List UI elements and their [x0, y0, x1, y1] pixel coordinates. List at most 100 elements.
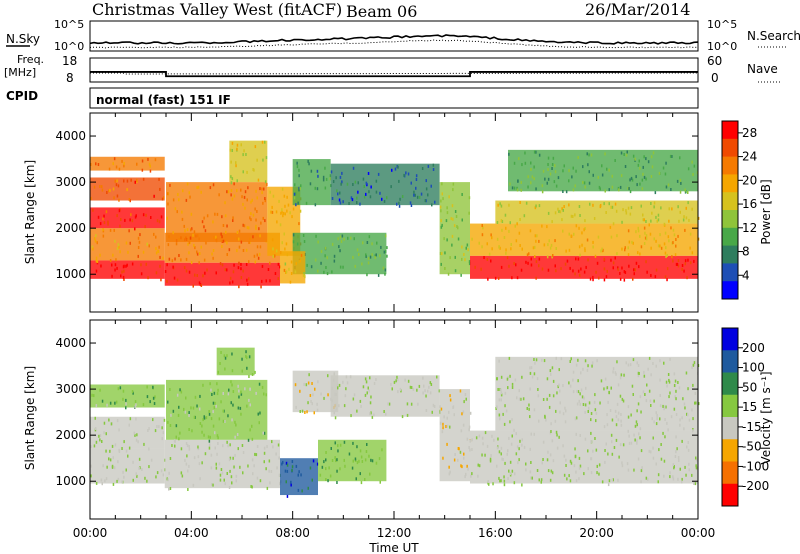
- velocity-speckle: [282, 460, 284, 464]
- power-speckle: [610, 235, 613, 239]
- power-speckle: [148, 244, 150, 248]
- power-speckle: [320, 250, 323, 253]
- velocity-speckle: [645, 476, 648, 480]
- power-speckle: [322, 178, 325, 182]
- power-speckle: [617, 267, 619, 271]
- y-tick-label: 4000: [55, 129, 86, 143]
- power-speckle: [365, 253, 367, 257]
- velocity-speckle: [536, 469, 539, 472]
- power-speckle: [236, 179, 238, 183]
- power-speckle: [590, 153, 593, 157]
- power-speckle: [509, 182, 511, 186]
- velocity-speckle: [325, 451, 327, 454]
- velocity-speckle: [558, 368, 560, 372]
- power-speckle: [468, 211, 470, 215]
- velocity-speckle: [692, 383, 694, 387]
- velocity-speckle: [478, 434, 481, 438]
- velocity-speckle: [271, 440, 273, 444]
- velocity-speckle: [595, 448, 598, 452]
- power-speckle: [209, 186, 212, 190]
- velocity-speckle: [177, 413, 180, 417]
- power-speckle: [185, 257, 188, 261]
- date-label: 26/Mar/2014: [585, 0, 690, 19]
- velocity-speckle: [459, 450, 462, 454]
- velocity-speckle: [210, 453, 213, 457]
- velocity-speckle: [241, 369, 243, 373]
- power-speckle: [514, 224, 516, 228]
- velocity-speckle: [529, 371, 532, 375]
- velocity-speckle: [259, 411, 261, 415]
- velocity-speckle: [448, 472, 451, 476]
- velocity-speckle: [305, 383, 308, 387]
- velocity-speckle: [224, 420, 226, 423]
- velocity-speckle: [135, 403, 137, 407]
- velocity-speckle: [229, 469, 231, 473]
- velocity-speckle: [111, 444, 114, 448]
- velocity-speckle: [162, 431, 165, 435]
- power-speckle: [586, 238, 589, 242]
- velocity-speckle: [331, 399, 333, 403]
- velocity-speckle: [375, 461, 378, 465]
- power-speckle: [663, 242, 666, 246]
- power-speckle: [442, 197, 444, 201]
- velocity-speckle: [343, 440, 346, 444]
- power-speckle: [651, 165, 654, 169]
- power-speckle: [466, 243, 469, 247]
- velocity-speckle: [672, 463, 675, 467]
- power-speckle: [653, 205, 655, 209]
- power-speckle: [259, 234, 261, 238]
- power-speckle: [528, 252, 530, 256]
- power-speckle: [226, 268, 228, 272]
- power-speckle: [501, 220, 504, 223]
- colorbar-segment: [722, 121, 738, 140]
- power-speckle: [535, 239, 537, 243]
- velocity-speckle: [125, 449, 128, 453]
- velocity-speckle: [234, 420, 236, 424]
- velocity-speckle: [610, 433, 613, 437]
- velocity-speckle: [517, 461, 519, 465]
- power-speckle: [467, 248, 469, 252]
- velocity-speckle: [669, 391, 671, 395]
- velocity-cell: [90, 448, 165, 484]
- power-speckle: [101, 185, 103, 189]
- velocity-speckle: [587, 410, 589, 413]
- power-speckle: [643, 155, 645, 159]
- velocity-speckle: [359, 449, 362, 453]
- colorbar-segment: [722, 372, 738, 396]
- power-speckle: [679, 178, 682, 182]
- velocity-speckle: [161, 437, 163, 441]
- power-speckle: [641, 178, 644, 182]
- power-speckle: [675, 238, 677, 241]
- power-speckle: [314, 186, 316, 190]
- colorbar-segment: [722, 210, 738, 229]
- velocity-speckle: [416, 388, 418, 392]
- velocity-speckle: [269, 481, 271, 485]
- velocity-speckle: [338, 404, 340, 408]
- velocity-speckle: [503, 483, 506, 487]
- velocity-speckle: [446, 424, 449, 428]
- velocity-speckle: [354, 457, 357, 461]
- velocity-speckle: [591, 361, 594, 365]
- power-speckle: [461, 257, 463, 261]
- velocity-speckle: [424, 389, 426, 393]
- power-speckle: [166, 192, 169, 196]
- power-speckle: [524, 151, 526, 155]
- velocity-speckle: [443, 415, 445, 419]
- power-speckle: [558, 209, 560, 213]
- power-speckle: [339, 175, 342, 179]
- power-speckle: [520, 268, 523, 272]
- power-speckle: [534, 206, 537, 210]
- velocity-speckle: [188, 414, 190, 417]
- velocity-speckle: [369, 376, 371, 380]
- power-speckle: [555, 184, 558, 188]
- velocity-speckle: [313, 411, 315, 415]
- power-speckle: [562, 229, 564, 233]
- power-speckle: [256, 158, 258, 162]
- velocity-speckle: [638, 432, 640, 436]
- power-speckle: [294, 192, 297, 196]
- power-speckle: [343, 237, 345, 241]
- power-speckle: [230, 189, 233, 192]
- velocity-speckle: [275, 452, 277, 456]
- velocity-speckle: [651, 417, 653, 421]
- power-speckle: [543, 243, 546, 247]
